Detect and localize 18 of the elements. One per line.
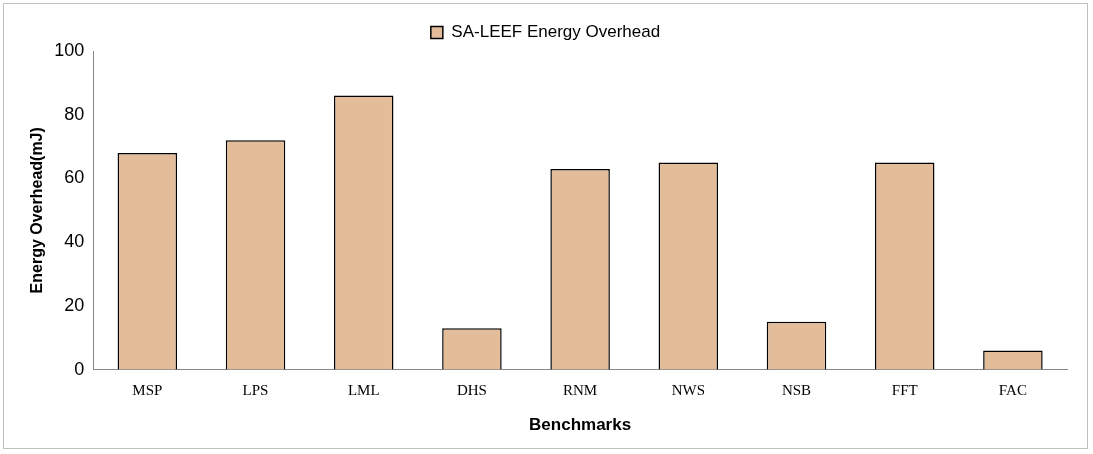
y-tick-label: 0: [74, 358, 85, 379]
y-tick-label: 60: [64, 167, 85, 188]
x-tick-label: LML: [347, 381, 380, 398]
x-axis-title: Benchmarks: [529, 415, 632, 435]
x-tick-label: FAC: [998, 381, 1027, 398]
x-tick-label: MSP: [132, 381, 163, 398]
x-tick-label: RNM: [563, 381, 598, 398]
y-tick-label: 20: [64, 294, 85, 315]
x-tick-label: NSB: [781, 381, 812, 398]
x-tick-label: NWS: [671, 381, 705, 398]
legend-label: SA-LEEF Energy Overhead: [451, 22, 661, 42]
x-tick-label: DHS: [456, 381, 487, 398]
x-tick-label: FFT: [891, 381, 918, 398]
y-tick-label: 40: [64, 231, 85, 252]
y-tick-label: 100: [54, 39, 85, 60]
x-tick-label: LPS: [242, 381, 269, 398]
y-axis-title: Energy Overhead(mJ): [28, 127, 46, 294]
y-tick-label: 80: [64, 103, 85, 124]
